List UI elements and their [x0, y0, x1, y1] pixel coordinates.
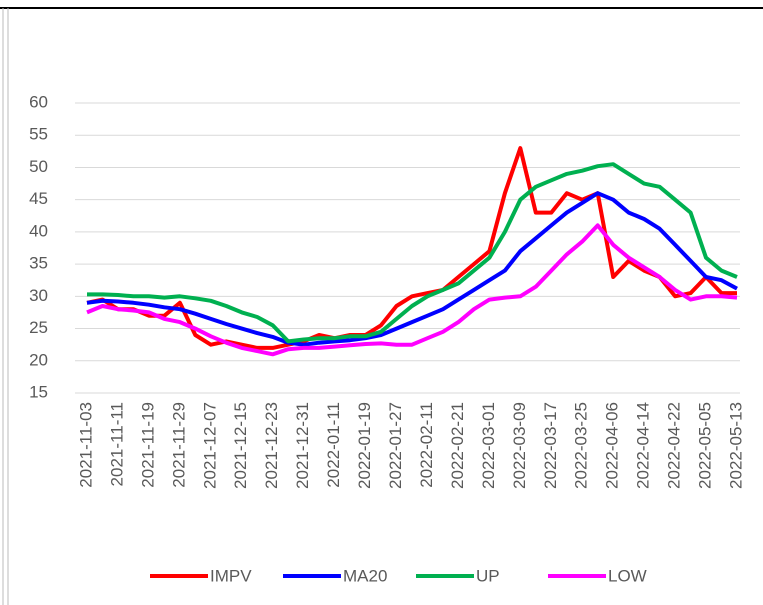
x-tick-label: 2021-11-19	[138, 402, 157, 488]
y-tick-label: 30	[29, 286, 48, 305]
x-tick-label: 2022-05-05	[696, 402, 715, 489]
x-tick-label: 2022-05-13	[726, 402, 745, 489]
x-tick-label: 2022-03-01	[479, 402, 498, 489]
legend-label: LOW	[608, 566, 647, 585]
x-tick-label: 2021-12-07	[200, 402, 219, 489]
x-tick-label: 2021-11-29	[169, 402, 188, 488]
x-tick-label: 2021-12-31	[293, 402, 312, 489]
legend-label: UP	[476, 566, 500, 585]
x-tick-label: 2021-12-23	[262, 402, 281, 489]
legend-label: MA20	[343, 566, 387, 585]
x-tick-label: 2022-02-21	[448, 402, 467, 489]
x-tick-label: 2022-03-09	[510, 402, 529, 489]
x-tick-label: 2022-01-27	[386, 402, 405, 489]
series-line	[86, 223, 738, 357]
y-tick-label: 50	[29, 157, 48, 176]
x-tick-label: 2022-01-19	[355, 402, 374, 489]
y-tick-label: 55	[29, 125, 48, 144]
series-line	[86, 146, 737, 350]
x-tick-label: 2022-04-14	[634, 402, 653, 489]
y-tick-label: 60	[29, 92, 48, 111]
y-tick-label: 35	[29, 254, 48, 273]
x-tick-label: 2022-04-06	[603, 402, 622, 489]
x-tick-label: 2021-11-03	[76, 402, 95, 488]
y-tick-label: 25	[29, 318, 48, 337]
y-tick-label: 45	[29, 189, 48, 208]
y-tick-label: 40	[29, 221, 48, 240]
series-line	[86, 191, 738, 347]
x-tick-label: 2021-12-15	[231, 402, 250, 489]
x-tick-label: 2021-11-11	[107, 402, 126, 486]
legend-label: IMPV	[210, 566, 252, 585]
x-tick-label: 2022-04-22	[665, 402, 684, 489]
x-tick-label: 2022-02-11	[417, 402, 436, 488]
x-tick-label: 2022-01-11	[324, 402, 343, 488]
x-tick-label: 2022-03-17	[541, 402, 560, 489]
y-tick-label: 20	[29, 350, 48, 369]
series-line	[87, 162, 738, 344]
x-tick-label: 2022-03-25	[572, 402, 591, 489]
y-tick-label: 15	[29, 382, 48, 401]
